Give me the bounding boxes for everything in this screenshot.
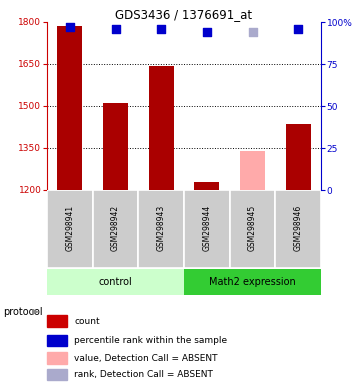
Point (204, 29, 210, 35)
Text: GSM298941: GSM298941 (65, 204, 74, 250)
Text: GSM298945: GSM298945 (248, 204, 257, 251)
Bar (47, 190, 93, 268)
Bar (47, 268, 184, 295)
Bar (57, 26, 82, 190)
Text: GSM298944: GSM298944 (202, 204, 211, 251)
Text: GSM298942: GSM298942 (111, 204, 120, 250)
Bar (47, 335, 67, 346)
Point (67, 24, 73, 30)
Bar (138, 190, 184, 268)
Point (249, 29, 255, 35)
Text: protocol: protocol (4, 307, 43, 317)
Bar (184, 190, 230, 268)
Bar (286, 124, 311, 190)
Text: GSM298943: GSM298943 (157, 204, 166, 251)
Text: control: control (99, 277, 132, 287)
Bar (149, 66, 174, 190)
Point (158, 26, 164, 32)
Bar (47, 353, 67, 364)
Text: value, Detection Call = ABSENT: value, Detection Call = ABSENT (74, 354, 218, 362)
Text: count: count (74, 316, 100, 326)
Bar (240, 151, 265, 190)
Point (295, 26, 301, 32)
Bar (184, 268, 321, 295)
Bar (103, 103, 128, 190)
Bar (47, 369, 67, 381)
Text: rank, Detection Call = ABSENT: rank, Detection Call = ABSENT (74, 370, 213, 379)
Bar (194, 182, 219, 190)
Bar (275, 190, 321, 268)
Text: Math2 expression: Math2 expression (209, 277, 296, 287)
Bar (230, 190, 275, 268)
Point (113, 26, 118, 32)
Text: GSM298946: GSM298946 (293, 204, 303, 251)
Bar (47, 315, 67, 327)
Title: GDS3436 / 1376691_at: GDS3436 / 1376691_at (116, 8, 253, 21)
Text: percentile rank within the sample: percentile rank within the sample (74, 336, 227, 345)
Bar (93, 190, 138, 268)
